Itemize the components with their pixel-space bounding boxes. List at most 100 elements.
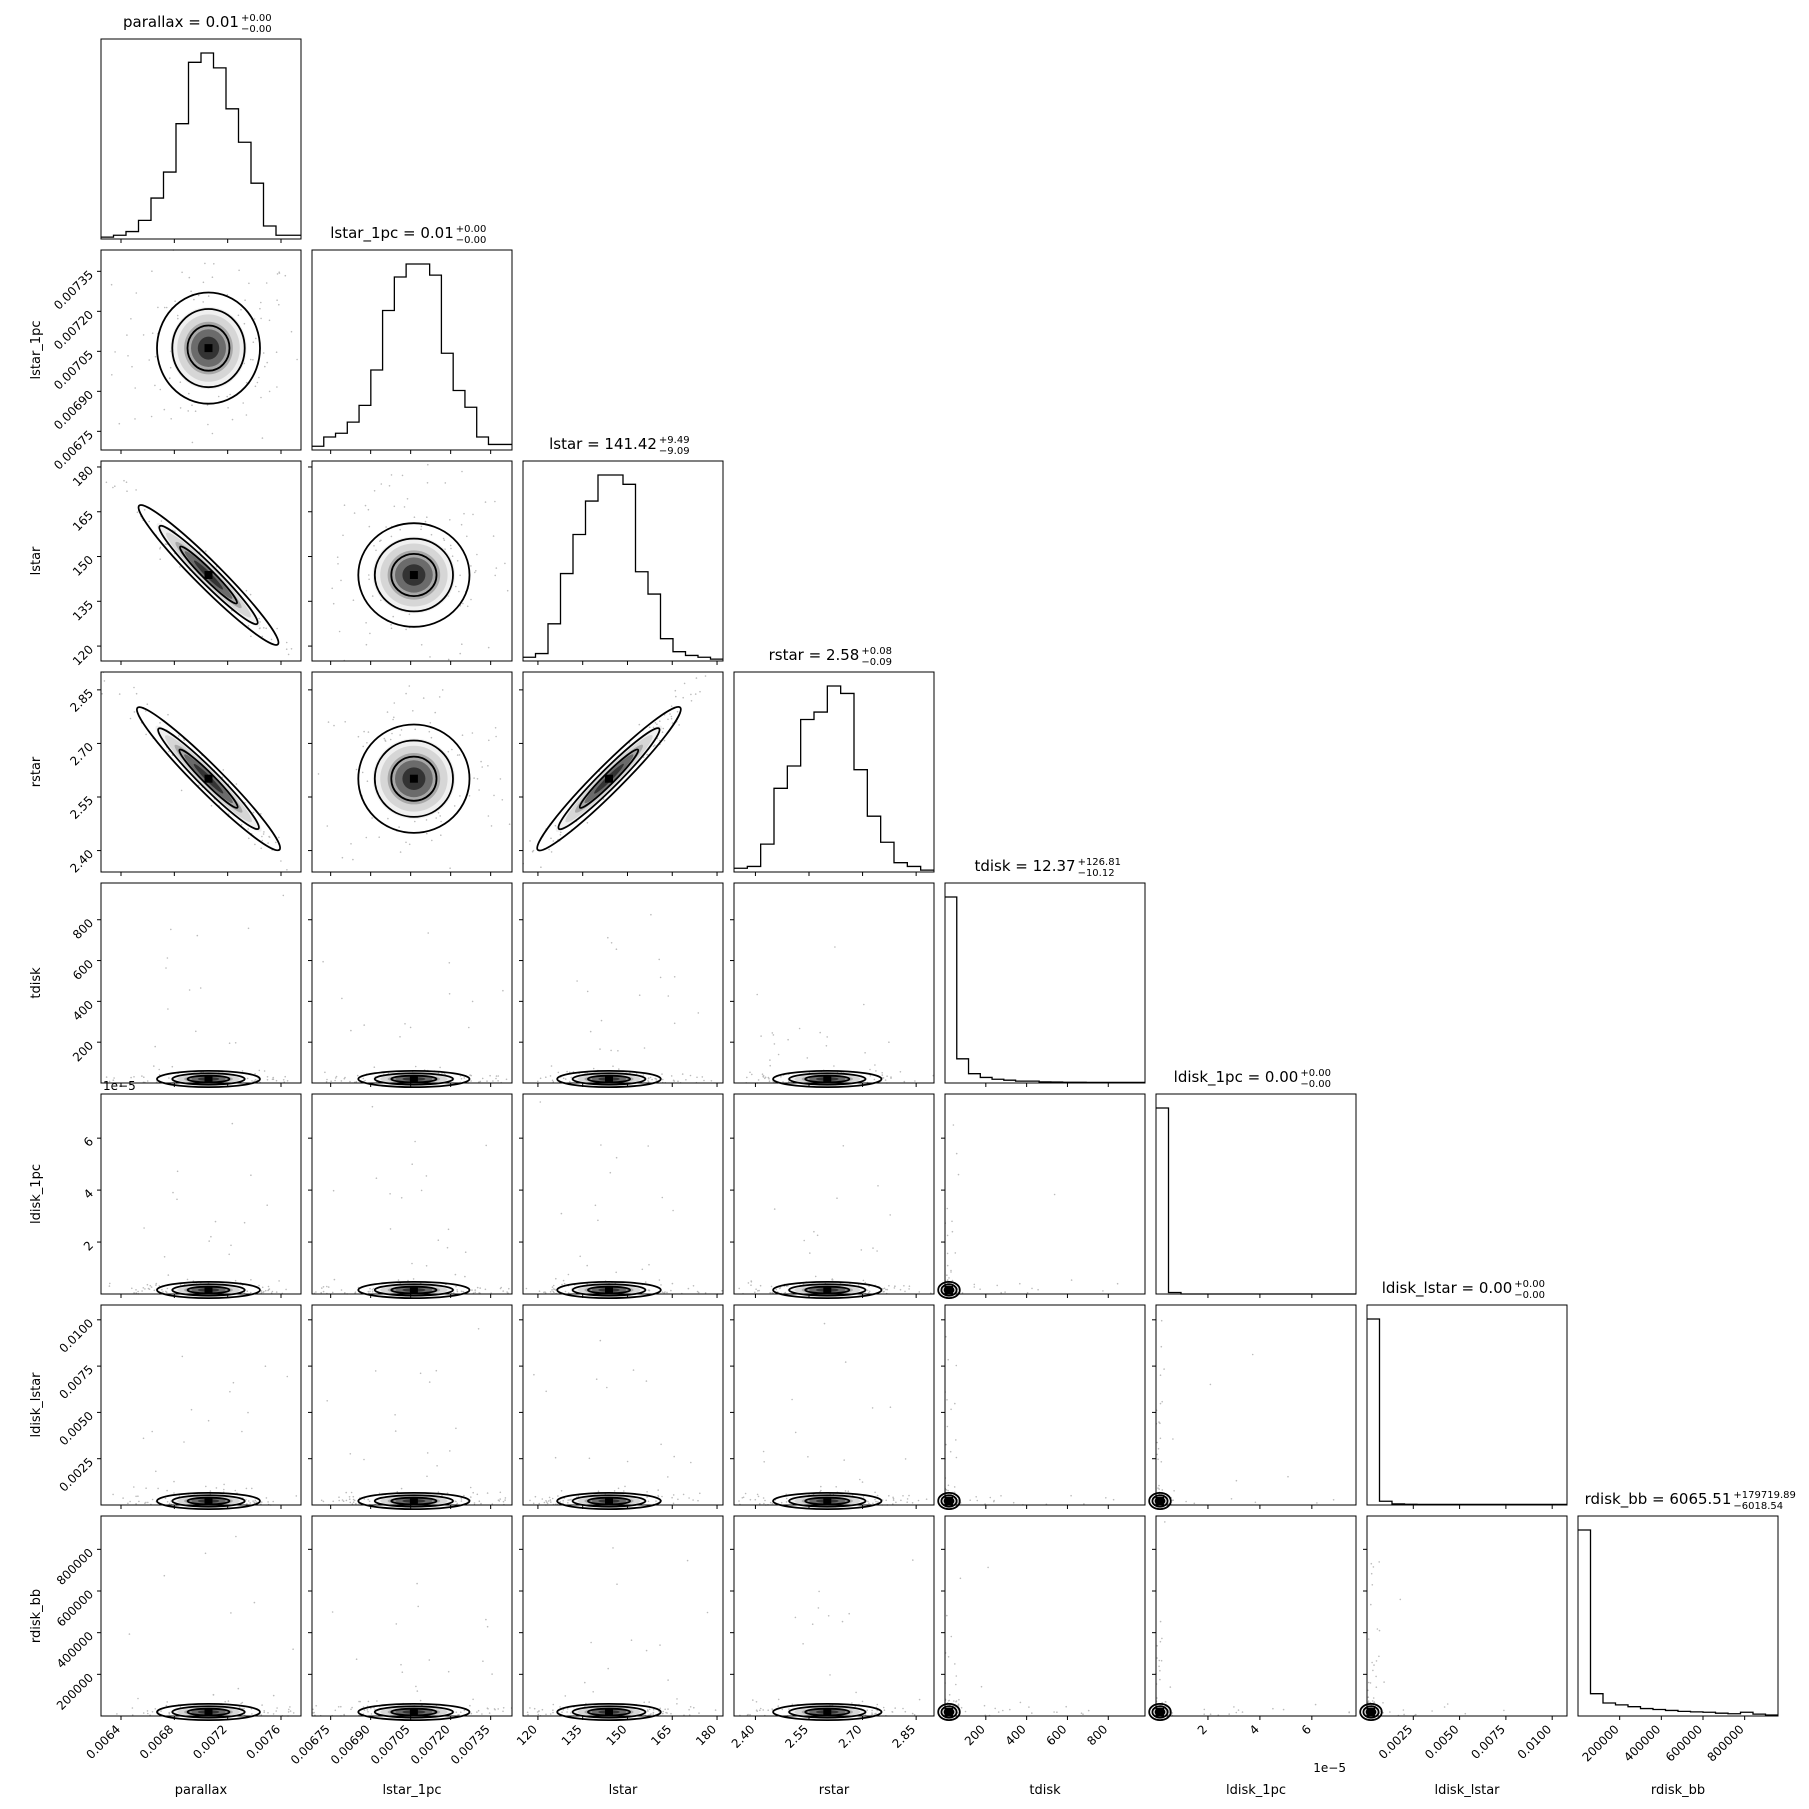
sample-point (430, 533, 433, 536)
sample-point (874, 1491, 876, 1494)
sample-point (371, 1291, 374, 1293)
sample-point (777, 1698, 780, 1701)
x-tick-label: 0.0068 (137, 1722, 177, 1762)
title-sup-rstar: +0.08 (861, 646, 892, 657)
sample-point (472, 513, 474, 516)
sample-point (427, 932, 430, 934)
sample-point (876, 1703, 879, 1706)
sample-point (561, 1711, 563, 1713)
sample-point (538, 1290, 541, 1292)
title-sub-rdisk_bb: −6018.54 (1733, 1501, 1783, 1512)
x-tick-label: 0.00735 (448, 1722, 493, 1767)
sample-point (772, 1034, 775, 1036)
sample-point (677, 1080, 679, 1082)
sample-point (460, 1078, 463, 1080)
sample-point (663, 1291, 665, 1294)
sample-point (699, 690, 701, 693)
sample-point (449, 1450, 451, 1452)
sample-point (891, 1711, 893, 1713)
sample-point (166, 1489, 168, 1492)
sample-point (543, 1291, 545, 1294)
sample-point (948, 1694, 951, 1696)
sample-point (690, 700, 693, 702)
sample-point (1367, 1638, 1370, 1640)
sample-point (643, 1701, 645, 1704)
sample-point (760, 1035, 762, 1037)
contour-line (373, 1072, 454, 1086)
sample-point (253, 318, 256, 320)
y-offset-label: 1e−5 (103, 1079, 136, 1093)
panel-ldisk_1pc-vs-tdisk (937, 1093, 1146, 1300)
sample-point (343, 1713, 346, 1716)
sample-point (527, 1713, 529, 1716)
panel-lstar-vs-lstar_1pc (308, 460, 513, 665)
sample-point (788, 1708, 790, 1710)
sample-point (267, 1288, 270, 1291)
sample-point (141, 1075, 143, 1077)
sample-point (395, 1623, 398, 1625)
sample-point (807, 1456, 809, 1458)
sample-point (179, 1706, 182, 1708)
sample-point (482, 1660, 484, 1662)
sample-point (463, 1077, 466, 1079)
sample-point (895, 1501, 897, 1504)
sample-point (258, 1069, 261, 1072)
sample-point (391, 732, 393, 735)
sample-point (151, 1430, 153, 1433)
sample-point (409, 1026, 412, 1029)
sample-point (400, 1197, 403, 1199)
sample-point (158, 1285, 161, 1287)
sample-point (957, 1703, 960, 1706)
sample-point (1403, 1713, 1405, 1716)
panel-frame (944, 1093, 1146, 1295)
sample-point (258, 376, 260, 379)
sample-point (245, 414, 248, 416)
sample-point (532, 849, 535, 852)
sample-point (617, 1487, 620, 1490)
sample-point (322, 960, 324, 963)
sample-point (672, 1494, 675, 1496)
sample-point (163, 1256, 166, 1258)
sample-point (247, 828, 249, 830)
sample-point (1159, 1374, 1162, 1376)
sample-point (650, 1713, 652, 1715)
y-tick-label: 200 (70, 1038, 96, 1064)
sample-point (426, 832, 428, 835)
sample-point (131, 1707, 134, 1709)
sample-point (365, 643, 368, 646)
sample-point (900, 1499, 902, 1502)
sample-point (337, 563, 339, 565)
sample-point (780, 1076, 782, 1078)
sample-point (455, 585, 457, 588)
sample-point (253, 1080, 256, 1082)
sample-point (455, 1285, 457, 1288)
sample-point (688, 1708, 690, 1711)
panel-frame (944, 882, 1146, 1084)
sample-point (267, 842, 269, 844)
sample-point (243, 1221, 246, 1224)
sample-point (889, 1406, 892, 1408)
sample-point (777, 1053, 780, 1056)
sample-point (211, 276, 214, 279)
y-axis-label-ldisk_1pc: ldisk_1pc (29, 1164, 44, 1224)
sample-point (137, 1495, 139, 1497)
sample-point (352, 599, 355, 601)
sample-point (647, 1080, 649, 1082)
sample-point (457, 1714, 459, 1716)
density-peak (409, 571, 418, 579)
density-peak (204, 1497, 213, 1505)
contour-line (788, 1705, 867, 1719)
sample-point (425, 1175, 428, 1177)
sample-point (154, 1708, 157, 1710)
sample-point (438, 696, 441, 698)
sample-point (345, 1499, 348, 1502)
sample-point (945, 1443, 947, 1446)
sample-point (670, 1075, 673, 1077)
sample-point (261, 1704, 263, 1706)
sample-point (252, 341, 255, 344)
density-peak (204, 571, 213, 579)
sample-point (1083, 1503, 1085, 1505)
sample-point (450, 547, 452, 550)
sample-point (955, 1456, 958, 1459)
